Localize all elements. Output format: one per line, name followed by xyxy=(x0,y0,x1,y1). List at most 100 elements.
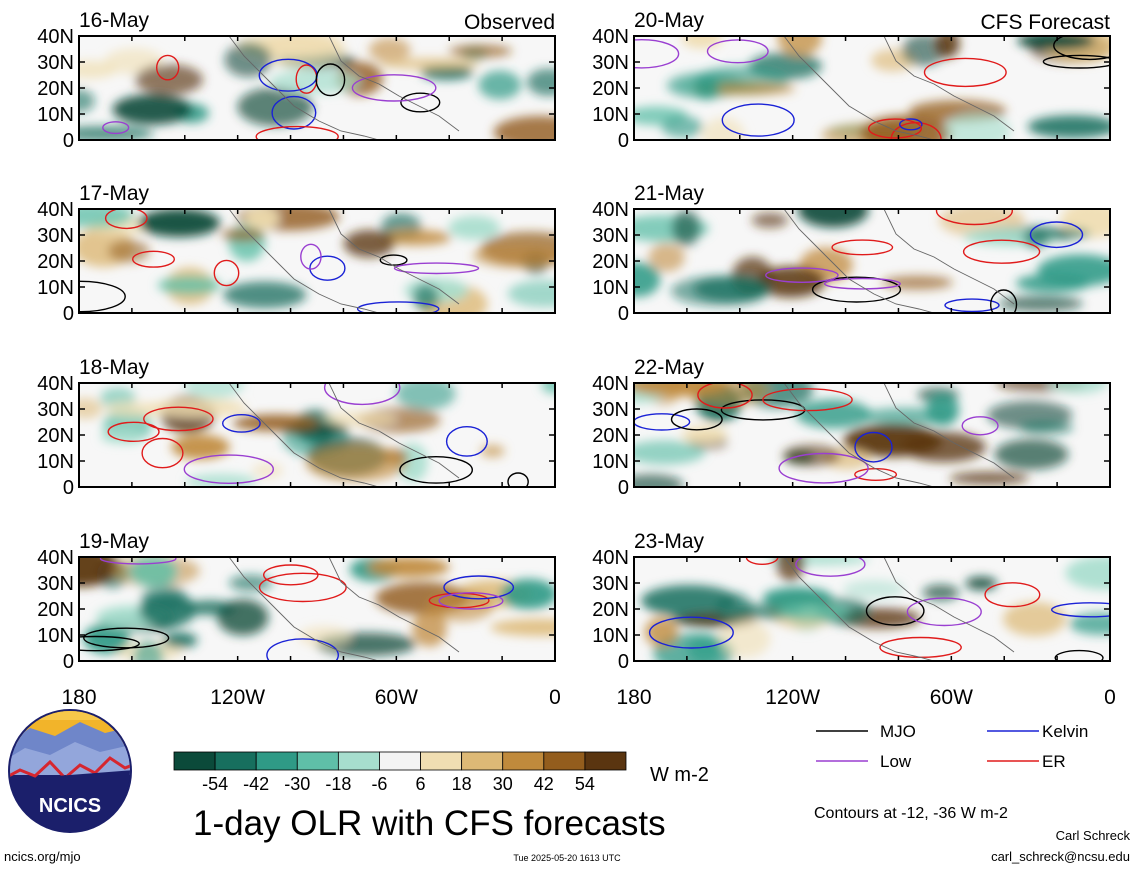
olr-anomaly-blob xyxy=(298,626,351,647)
y-tick-label: 0 xyxy=(618,303,629,325)
olr-anomaly-blob xyxy=(641,585,738,617)
contour-line xyxy=(141,437,184,469)
y-tick-label: 30N xyxy=(37,573,74,595)
olr-anomaly-blob xyxy=(100,430,144,444)
y-tick-label: 0 xyxy=(618,130,629,152)
olr-anomaly-blob xyxy=(478,70,522,100)
panel-date: 20-May xyxy=(634,9,705,32)
olr-anomaly-blob xyxy=(860,114,953,140)
olr-anomaly-blob xyxy=(718,619,771,658)
coastline xyxy=(228,383,460,487)
y-tick-label: 40N xyxy=(37,26,74,48)
colorbar-swatch xyxy=(379,751,421,771)
contour-line xyxy=(356,301,440,313)
olr-anomaly-blob xyxy=(368,37,411,63)
olr-anomaly-blob xyxy=(138,209,221,238)
olr-anomaly-blob xyxy=(943,112,1011,140)
coastline xyxy=(783,209,1015,313)
coastline xyxy=(228,557,460,661)
y-tick-label: 20N xyxy=(592,425,629,447)
contour-line xyxy=(213,259,240,287)
olr-anomaly-blob xyxy=(716,593,753,623)
olr-anomaly-blob xyxy=(634,473,684,487)
contour-line xyxy=(1051,602,1110,618)
y-tick-label: 40N xyxy=(592,547,629,569)
panel-23-May: 40N 30N 20N 10N 0 23-May xyxy=(592,530,1111,673)
panel-date: 19-May xyxy=(79,530,150,553)
olr-anomaly-blob xyxy=(1037,254,1110,287)
olr-anomaly-blob xyxy=(1027,115,1110,139)
y-tick-label: 10N xyxy=(592,104,629,126)
column-header: CFS Forecast xyxy=(980,11,1110,34)
contour-line xyxy=(258,572,347,603)
contour-line xyxy=(271,95,317,130)
colorbar-tick-label: -30 xyxy=(284,774,310,794)
olr-anomaly-blob xyxy=(672,209,701,247)
olr-anomaly-blob xyxy=(79,89,95,113)
colorbar-swatch xyxy=(461,751,504,771)
olr-anomaly-blob xyxy=(480,444,505,458)
author-email: carl_schreck@ncsu.edu xyxy=(991,849,1130,864)
olr-anomaly-blob xyxy=(79,209,134,228)
legend-low-label: Low xyxy=(880,752,912,771)
coastline xyxy=(783,36,1015,140)
olr-anomaly-blob xyxy=(490,618,555,636)
site-link[interactable]: ncics.org/mjo xyxy=(4,849,81,864)
contour-line xyxy=(697,383,753,409)
olr-anomaly-blob xyxy=(998,295,1084,312)
panel-date: 17-May xyxy=(79,182,150,205)
olr-anomaly-blob xyxy=(217,599,269,636)
contour-line xyxy=(132,250,175,268)
olr-field xyxy=(641,557,1110,661)
figure-title: 1-day OLR with CFS forecasts xyxy=(193,804,666,843)
olr-anomaly-blob xyxy=(104,402,167,417)
olr-anomaly-blob xyxy=(223,281,307,309)
column-header: Observed xyxy=(464,11,555,34)
y-tick-label: 20N xyxy=(37,251,74,273)
contour-line xyxy=(399,456,473,484)
coastline xyxy=(228,36,460,140)
olr-anomaly-blob xyxy=(775,557,805,582)
olr-anomaly-blob xyxy=(221,228,265,242)
olr-anomaly-blob xyxy=(112,94,193,125)
olr-anomaly-blob xyxy=(79,557,119,587)
olr-anomaly-blob xyxy=(1003,601,1067,637)
olr-anomaly-blob xyxy=(661,116,704,138)
panel-21-May: 40N 30N 20N 10N 0 21-May xyxy=(592,182,1111,325)
olr-anomaly-blob xyxy=(1017,36,1095,50)
contour-line xyxy=(255,125,339,140)
contour-line xyxy=(79,280,126,313)
contour-line xyxy=(143,406,214,432)
map-panels: 40N 30N 20N 10N 0 16-May Observed 40N 30N 20N 10N 0… xyxy=(37,9,1111,673)
y-tick-label: 10N xyxy=(592,277,629,299)
contour-line xyxy=(83,627,170,649)
contour-legend: MJO Kelvin Low ER xyxy=(816,722,1088,771)
colorbar-swatch xyxy=(255,751,298,771)
contour-line xyxy=(315,63,346,97)
contour-line xyxy=(262,564,319,586)
panel-22-May: 40N 30N 20N 10N 0 22-May xyxy=(592,356,1111,499)
coastline xyxy=(228,209,460,313)
colorbar-swatch xyxy=(173,751,216,771)
colorbar-tick-label: 54 xyxy=(575,774,595,794)
contour-line xyxy=(778,452,869,484)
panel-16-May: 40N 30N 20N 10N 0 16-May Observed xyxy=(37,9,556,152)
coastline xyxy=(783,557,1015,661)
panel-19-May: 40N 30N 20N 10N 0 19-May xyxy=(37,530,556,673)
olr-anomaly-blob xyxy=(232,414,320,432)
contour-line xyxy=(961,416,999,436)
olr-anomaly-blob xyxy=(448,215,501,240)
contour-line xyxy=(854,431,893,463)
y-tick-label: 10N xyxy=(592,625,629,647)
olr-field xyxy=(79,557,555,661)
contour-line xyxy=(99,557,177,565)
author-name: Carl Schreck xyxy=(1056,828,1131,843)
olr-anomaly-blob xyxy=(526,68,555,96)
x-tick-label: 0 xyxy=(1104,686,1116,709)
olr-anomaly-blob xyxy=(251,462,284,479)
olr-anomaly-blob xyxy=(634,440,706,465)
contour-line xyxy=(634,39,680,69)
contour-line xyxy=(721,103,795,137)
y-tick-label: 30N xyxy=(37,399,74,421)
olr-anomaly-blob xyxy=(395,383,456,411)
